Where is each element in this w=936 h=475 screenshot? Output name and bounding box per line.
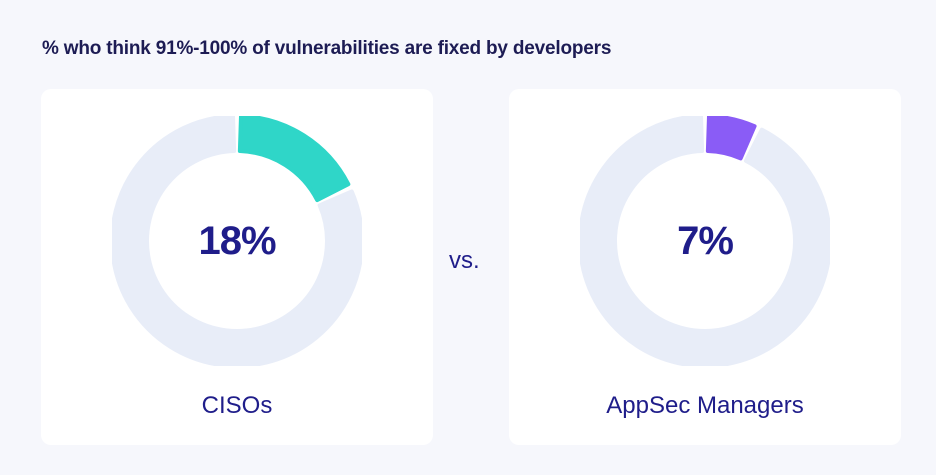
appsec-managers-category-label: AppSec Managers [606, 392, 804, 419]
chart-title: % who think 91%-100% of vulnerabilities … [42, 38, 612, 59]
appsec-managers-percentage-label: 7% [677, 218, 734, 263]
cisos-donut-chart [112, 116, 362, 366]
appsec-managers-donut-chart [580, 116, 830, 366]
donut-value-segment [237, 116, 351, 203]
vs-separator: vs. [449, 247, 480, 274]
appsec-managers-card: 7% AppSec Managers [509, 89, 901, 445]
cisos-donut-svg [112, 116, 362, 366]
donut-value-segment [705, 116, 757, 161]
cisos-card: 18% CISOs [41, 89, 433, 445]
appsec-managers-donut-svg [580, 116, 830, 366]
cisos-percentage-label: 18% [198, 218, 276, 263]
donut-track-segment [580, 116, 830, 366]
cisos-category-label: CISOs [201, 392, 273, 419]
donut-track-segment [112, 116, 362, 366]
